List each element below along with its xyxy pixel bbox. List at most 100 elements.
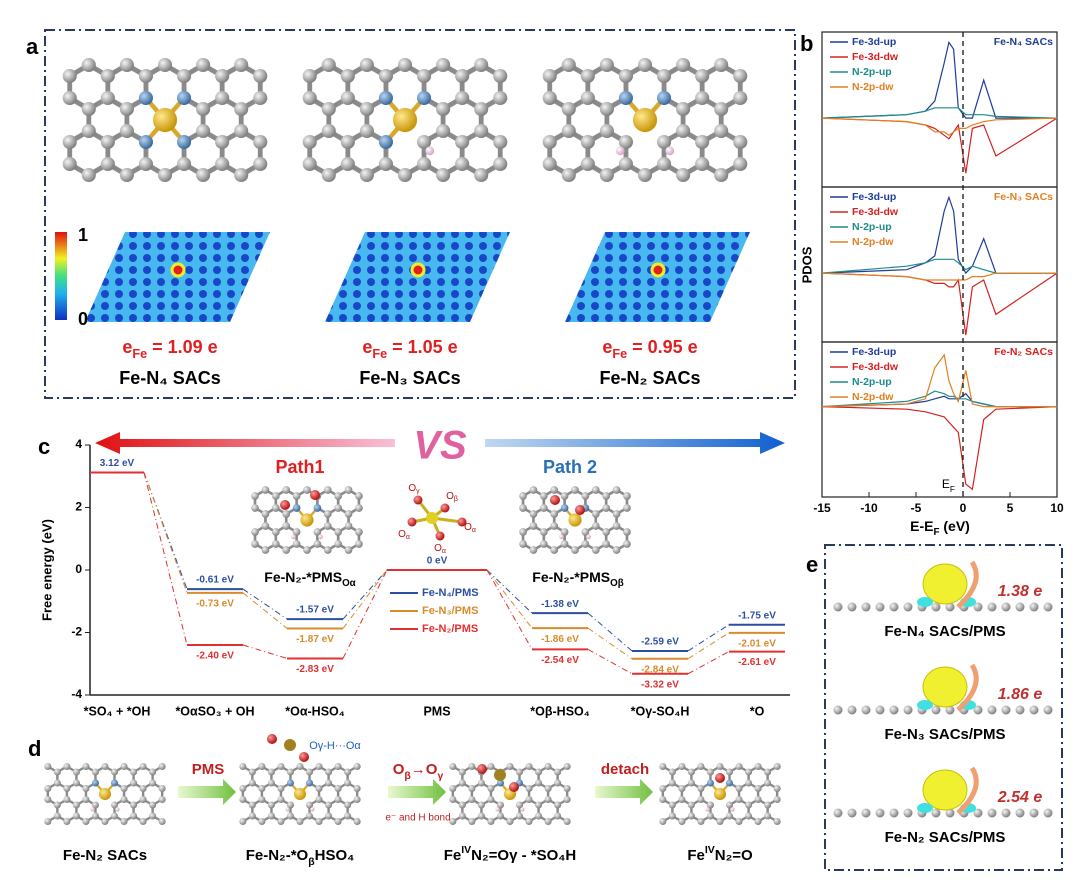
- carbon-atom: [449, 817, 457, 826]
- vs-label: VS: [413, 424, 467, 468]
- iron-atom: [293, 787, 307, 801]
- inset-label: Fe-N₂-*PMSOβ: [532, 569, 623, 589]
- text-part: γ: [416, 488, 420, 495]
- carbon-atom: [215, 156, 230, 172]
- carbon-atom: [344, 522, 353, 530]
- text-part: O: [434, 543, 442, 554]
- carbon-atom: [239, 762, 247, 771]
- hydrogen-atom: [586, 534, 591, 540]
- panel-label: c: [38, 434, 50, 459]
- carbon-atom: [571, 546, 579, 554]
- carbon-atom: [302, 90, 317, 106]
- text-part: (eV): [939, 518, 969, 534]
- carbon-atom: [340, 156, 355, 172]
- oxygen-atom: [299, 752, 309, 762]
- carbon-atom: [303, 486, 311, 494]
- carbon-atom: [847, 705, 857, 715]
- carbon-atom: [302, 68, 317, 84]
- carbon-atom: [261, 510, 270, 518]
- carbon-atom: [847, 602, 857, 612]
- carbon-atom: [306, 768, 314, 776]
- nitrogen-atom: [138, 90, 153, 106]
- carbon-atom: [687, 768, 695, 776]
- carbon-atom: [554, 801, 562, 809]
- carbon-atom: [292, 528, 301, 536]
- carbon-atom: [697, 762, 705, 771]
- text-part: Fe-N₂-*PMS: [532, 569, 610, 585]
- carbon-atom: [82, 784, 90, 793]
- atom-label: Oα: [464, 522, 476, 535]
- carbon-atom: [602, 540, 611, 548]
- carbon-atom: [177, 156, 192, 172]
- subplot-frame: [821, 341, 1058, 498]
- y-tick-label: 0: [75, 562, 82, 576]
- value-label: -2.84 eV: [641, 664, 679, 675]
- carbon-atom: [323, 510, 332, 518]
- carbon-atom: [973, 705, 983, 715]
- nitrogen-atom: [378, 90, 393, 106]
- carbon-atom: [315, 795, 323, 804]
- text-part: β: [404, 770, 411, 782]
- carbon-atom: [261, 486, 270, 494]
- carbon-atom: [234, 101, 249, 117]
- carbon-atom: [1001, 602, 1011, 612]
- carbon-atom: [100, 156, 115, 172]
- oxygen-atom: [509, 782, 519, 792]
- carbon-atom: [344, 779, 352, 787]
- pdos-line: [821, 117, 1058, 137]
- carbon-atom: [120, 817, 128, 826]
- value-label: -0.73 eV: [196, 598, 234, 609]
- carbon-atom: [754, 762, 762, 771]
- panel-e-frame: [824, 544, 1063, 871]
- x-tick-label: -15: [813, 501, 831, 515]
- carbon-atom: [296, 762, 304, 771]
- carbon-atom: [306, 801, 314, 809]
- hydrogen-atom: [520, 807, 525, 812]
- carbon-atom: [687, 801, 695, 809]
- carbon-atom: [359, 101, 374, 117]
- carbon-atom: [72, 812, 80, 820]
- hydrogen-atom: [291, 534, 296, 540]
- iron-atom: [152, 107, 178, 133]
- carbon-atom: [714, 57, 729, 73]
- carbon-atom: [239, 784, 247, 793]
- carbon-atom: [1043, 808, 1053, 818]
- carbon-atom: [355, 528, 363, 536]
- carbon-atom: [302, 156, 317, 172]
- panel-label: a: [26, 34, 39, 59]
- carbon-atom: [516, 768, 524, 776]
- text-part: F: [950, 484, 955, 494]
- carbon-atom: [519, 528, 527, 536]
- path-label: Path 2: [543, 457, 597, 477]
- carbon-atom: [612, 546, 621, 554]
- x-tick-label: *Oα-HSO₄: [285, 704, 345, 718]
- structure-name: Fe-N₃ SACs: [359, 368, 460, 388]
- carbon-atom: [697, 784, 705, 793]
- carbon-atom: [340, 134, 355, 150]
- carbon-atom: [706, 801, 714, 809]
- hydrogen-atom: [425, 146, 435, 156]
- carbon-atom: [130, 801, 138, 809]
- hydrogen-atom: [285, 807, 290, 812]
- carbon-atom: [554, 779, 562, 787]
- colorbar: [55, 232, 67, 320]
- carbon-atom: [53, 812, 61, 820]
- oxygen-atom: [407, 517, 417, 527]
- pdos-line: [821, 258, 1057, 274]
- carbon-atom: [581, 492, 590, 500]
- carbon-atom: [325, 801, 333, 809]
- carbon-atom: [436, 167, 451, 183]
- carbon-atom: [987, 808, 997, 818]
- text-part: Fe-N₂-*PMS: [264, 569, 342, 585]
- iron-atom: [98, 787, 112, 801]
- carbon-atom: [253, 134, 268, 150]
- text-part: →O: [411, 761, 438, 778]
- carbon-atom: [359, 57, 374, 73]
- subplot-title: Fe-N₃ SACs: [994, 191, 1053, 203]
- text-part: e: [602, 337, 612, 357]
- carbon-atom: [455, 156, 470, 172]
- carbon-atom: [455, 134, 470, 150]
- pdos-line: [821, 107, 1058, 119]
- carbon-atom: [542, 134, 557, 150]
